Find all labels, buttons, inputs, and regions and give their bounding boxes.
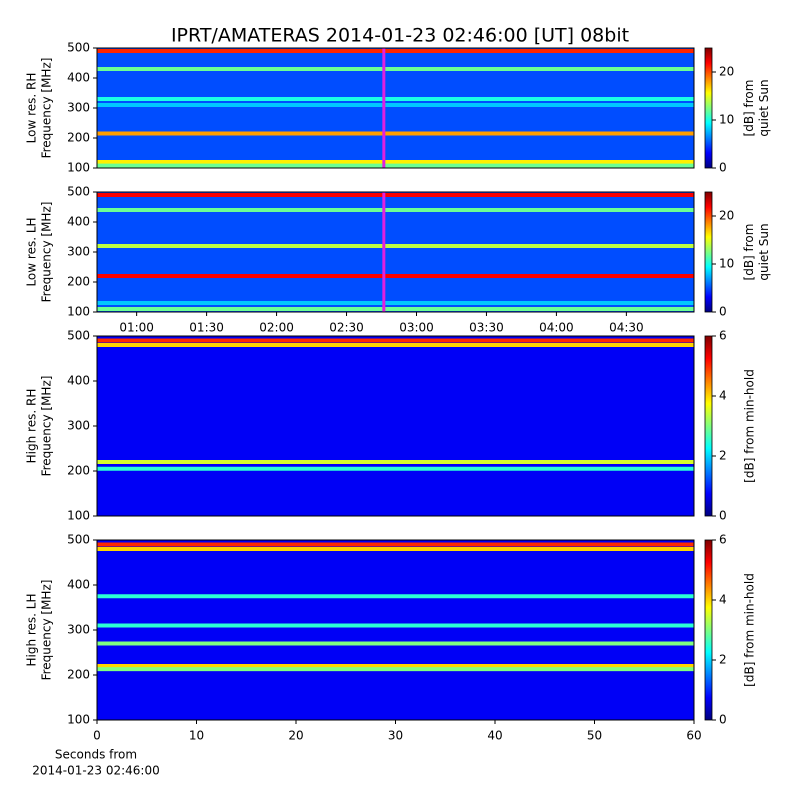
emission-band [97, 466, 694, 471]
y-tick-label: 400 [67, 578, 90, 592]
x-tick-label: 03:30 [469, 321, 504, 335]
x-tick-label: 50 [587, 729, 602, 743]
x-tick-label: 02:30 [329, 321, 364, 335]
y-tick-label: 400 [67, 71, 90, 85]
y-axis-label: High res. LH [25, 593, 39, 666]
x-tick-label: 01:00 [119, 321, 154, 335]
colorbar-label: [dB] from [742, 224, 756, 281]
x-tick-label: 04:00 [539, 321, 574, 335]
colorbar-label: [dB] from [742, 80, 756, 137]
colorbar-tick-label: 0 [719, 161, 727, 175]
colorbar-tick-label: 6 [719, 533, 727, 547]
colorbar-tick-label: 0 [719, 713, 727, 727]
colorbar-tick-label: 10 [719, 257, 734, 271]
spectrogram-background [97, 48, 694, 168]
emission-band [97, 667, 694, 672]
emission-band [97, 547, 694, 551]
colorbar [704, 539, 713, 721]
x-tick-label: 0 [93, 729, 101, 743]
x-tick-label: 04:30 [609, 321, 644, 335]
x-tick-label: 03:00 [399, 321, 434, 335]
y-tick-label: 300 [67, 245, 90, 259]
emission-band [97, 307, 694, 311]
colorbar [704, 47, 713, 169]
y-tick-label: 300 [67, 419, 90, 433]
x-tick-label: 60 [686, 729, 701, 743]
colorbar-tick-label: 0 [719, 305, 727, 319]
figure-title: IPRT/AMATERAS 2014-01-23 02:46:00 [UT] 0… [171, 25, 629, 47]
y-tick-label: 100 [67, 161, 90, 175]
colorbar-tick-label: 6 [719, 329, 727, 343]
colorbar-tick-label: 20 [719, 209, 734, 223]
y-tick-label: 100 [67, 713, 90, 727]
y-tick-label: 100 [67, 305, 90, 319]
emission-band [97, 244, 694, 248]
colorbar-tick-label: 2 [719, 449, 727, 463]
colorbar-tick-label: 4 [719, 593, 727, 607]
y-axis-label: Frequency [MHz] [40, 580, 54, 681]
y-tick-label: 200 [67, 275, 90, 289]
y-tick-label: 300 [67, 623, 90, 637]
colorbar-tick-label: 2 [719, 653, 727, 667]
x-tick-label: 01:30 [189, 321, 224, 335]
y-axis-label: High res. RH [25, 389, 39, 464]
x-axis-label: Seconds from [55, 748, 137, 762]
colorbar-tick-label: 0 [719, 509, 727, 523]
emission-band [97, 160, 694, 164]
emission-band [97, 641, 694, 646]
emission-band [97, 97, 694, 101]
colorbar-label: quiet Sun [757, 223, 771, 280]
emission-band [97, 594, 694, 599]
x-tick-label: 20 [288, 729, 303, 743]
y-axis-label: Low res. LH [25, 217, 39, 286]
y-tick-label: 200 [67, 668, 90, 682]
colorbar-label: quiet Sun [757, 79, 771, 136]
colorbar [704, 335, 713, 517]
colorbar-label: [dB] from min-hold [743, 573, 757, 687]
emission-band [97, 542, 694, 547]
y-tick-label: 200 [67, 131, 90, 145]
emission-band [97, 623, 694, 628]
x-tick-label: 40 [487, 729, 502, 743]
colorbar-tick-label: 10 [719, 113, 734, 127]
emission-band [97, 163, 694, 168]
colorbar-label: [dB] from min-hold [743, 369, 757, 483]
emission-band [97, 274, 694, 278]
colorbar [704, 191, 713, 313]
y-tick-label: 100 [67, 509, 90, 523]
colorbar-tick-label: 4 [719, 389, 727, 403]
emission-band [97, 193, 694, 197]
emission-band [97, 208, 694, 212]
spectrogram-background [97, 336, 694, 516]
y-axis-label: Frequency [MHz] [40, 202, 54, 303]
colorbar-tick-label: 20 [719, 65, 734, 79]
emission-band [97, 664, 694, 668]
emission-band [97, 301, 694, 305]
y-axis-label: Frequency [MHz] [40, 58, 54, 159]
y-tick-label: 500 [67, 185, 90, 199]
x-tick-label: 10 [189, 729, 204, 743]
emission-band [97, 460, 694, 464]
emission-band [97, 67, 694, 71]
emission-band [97, 338, 694, 343]
emission-band [97, 49, 694, 53]
y-tick-label: 500 [67, 41, 90, 55]
y-tick-label: 300 [67, 101, 90, 115]
emission-band [97, 131, 694, 136]
y-tick-label: 200 [67, 464, 90, 478]
y-tick-label: 500 [67, 533, 90, 547]
y-tick-label: 500 [67, 329, 90, 343]
spectrogram-background [97, 540, 694, 720]
emission-band [97, 343, 694, 347]
x-tick-label: 02:00 [259, 321, 294, 335]
y-axis-label: Low res. RH [25, 73, 39, 144]
y-tick-label: 400 [67, 374, 90, 388]
y-axis-label: Frequency [MHz] [40, 376, 54, 477]
emission-band [97, 103, 694, 107]
x-axis-label: 2014-01-23 02:46:00 [32, 764, 159, 778]
y-tick-label: 400 [67, 215, 90, 229]
x-tick-label: 30 [388, 729, 403, 743]
